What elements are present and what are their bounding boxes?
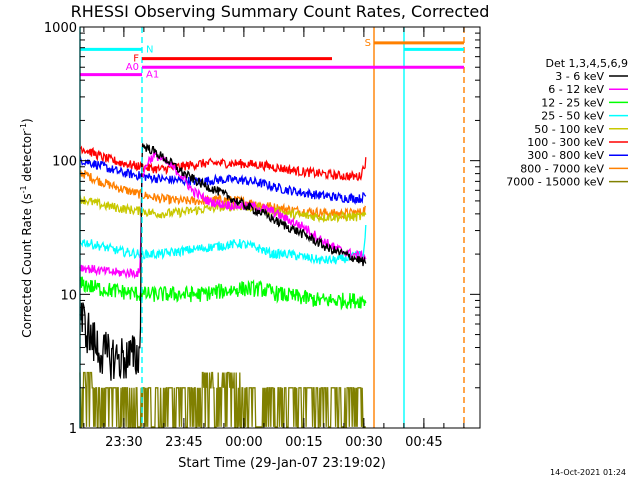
x-axis-label: Start Time (29-Jan-07 23:19:02) (178, 456, 386, 471)
axis-layer: 1 10 100 1000 23:30 23:45 00:00 00:15 00:30 00:45 (44, 21, 480, 450)
legend-label-7000-15000-kev: 7000 - 15000 keV (506, 176, 604, 189)
state-bar-label-n-1: N (146, 44, 153, 55)
y-tick-label-1000: 1000 (44, 21, 77, 36)
state-bar-label-f-4: F (133, 54, 139, 65)
series-layer (79, 142, 367, 428)
legend-label-800-7000-kev: 800 - 7000 keV (520, 162, 604, 175)
y-axis-label-main: Corrected Count Rate (s (20, 193, 34, 337)
x-tick-label-23-30: 23:30 (105, 435, 142, 450)
series-line-100-300-kev (79, 145, 367, 182)
legend-label-50-100-kev: 50 - 100 keV (534, 123, 604, 136)
state-bar-label-s-3: S (365, 38, 371, 49)
series-line-300-800-kev (79, 155, 367, 205)
series-line-7000-15000-kev (79, 371, 366, 428)
legend-title: Det 1,3,4,5,6,9 (545, 57, 628, 70)
y-axis-label-sup2: -1 (19, 123, 28, 131)
series-line-25-50-kev (79, 224, 367, 265)
state-bar-label-a1-6: A1 (146, 70, 159, 81)
legend-label-25-50-kev: 25 - 50 keV (541, 110, 604, 123)
y-tick-label-10: 10 (60, 288, 77, 303)
x-tick-label-00-15: 00:15 (285, 435, 322, 450)
legend-label-3-6-kev: 3 - 6 keV (555, 70, 604, 83)
legend-label-300-800-kev: 300 - 800 keV (527, 149, 604, 162)
x-tick-label-23-45: 23:45 (165, 435, 202, 450)
y-axis-label-sup1: -1 (19, 185, 28, 193)
x-tick-label-00-30: 00:30 (345, 435, 382, 450)
y-tick-label-1: 1 (69, 422, 77, 437)
legend-label-12-25-kev: 12 - 25 keV (541, 96, 604, 109)
timestamp: 14-Oct-2021 01:24 (550, 468, 626, 477)
y-axis-label-end: ) (20, 118, 34, 123)
y-tick-label-100: 100 (52, 155, 77, 170)
legend-label-6-12-kev: 6 - 12 keV (548, 83, 604, 96)
state-bar-label-a0-5: A0 (126, 62, 139, 73)
series-line-3-6-kev (79, 142, 367, 381)
y-axis-label: Corrected Count Rate (s-1 detector-1) (19, 118, 34, 337)
x-tick-label-00-00: 00:00 (225, 435, 262, 450)
legend-label-100-300-kev: 100 - 300 keV (527, 136, 604, 149)
chart-title: RHESSI Observing Summary Count Rates, Co… (71, 2, 490, 21)
plot-frame (79, 26, 481, 429)
x-tick-label-00-45: 00:45 (405, 435, 442, 450)
series-line-12-25-kev (79, 276, 367, 311)
y-axis-label-mid: detector (20, 131, 34, 186)
